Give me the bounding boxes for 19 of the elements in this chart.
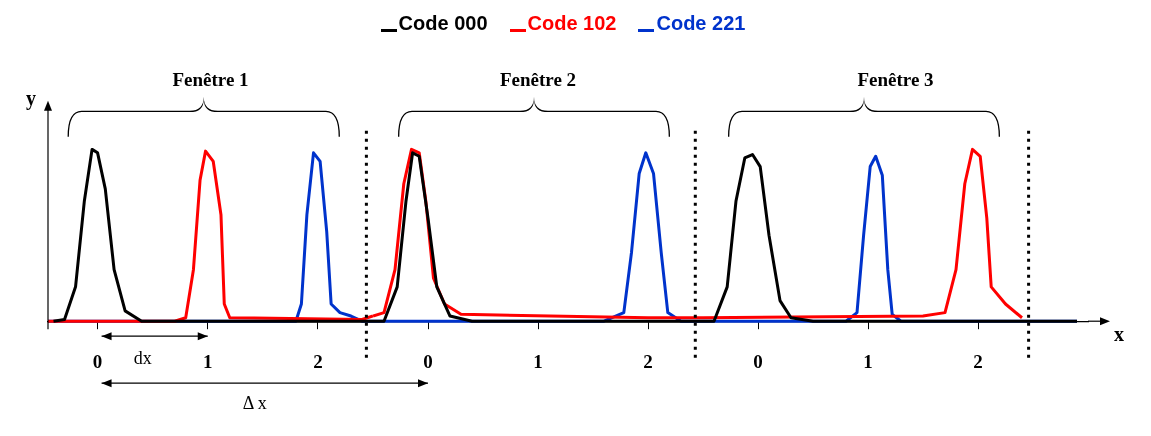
chart-title: Fenêtre 2 bbox=[499, 69, 577, 91]
x-tick-label: 1 bbox=[203, 350, 213, 372]
x-tick-label: 0 bbox=[423, 350, 433, 372]
x-axis-title: x bbox=[1114, 323, 1124, 346]
legend-label: Code 000 bbox=[397, 12, 488, 35]
text: dx bbox=[133, 348, 152, 369]
x-tick-label: 1 bbox=[863, 350, 873, 372]
x-tick-label: 2 bbox=[643, 350, 653, 372]
chart-title: Fenêtre 1 bbox=[172, 69, 249, 91]
x-tick-label: 0 bbox=[753, 350, 763, 372]
chart-title: Fenêtre 3 bbox=[857, 69, 934, 91]
legend-label: Code 221 bbox=[655, 12, 746, 35]
x-tick-label: 0 bbox=[92, 350, 103, 372]
x-tick-label: 2 bbox=[973, 350, 983, 372]
x-tick-label: 2 bbox=[313, 350, 323, 372]
legend-label: Code 102 bbox=[526, 12, 617, 35]
y-axis-title: y bbox=[26, 86, 36, 110]
x-tick-label: 1 bbox=[533, 350, 543, 372]
text: Δ x bbox=[242, 393, 267, 414]
